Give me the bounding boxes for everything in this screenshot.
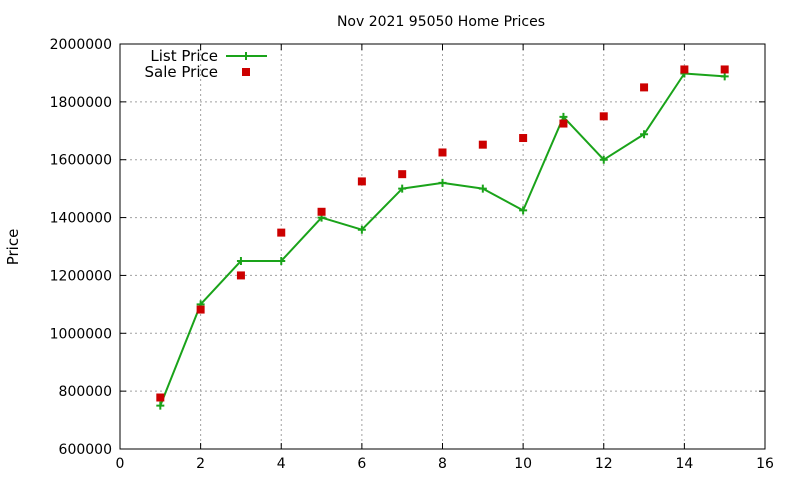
y-tick-label: 1000000	[50, 326, 112, 342]
sale-price-point	[478, 140, 487, 149]
y-axis-label: Price	[4, 229, 22, 266]
y-tick-label: 2000000	[50, 37, 112, 53]
sale-price-point	[720, 65, 729, 74]
list-price-point	[236, 256, 245, 265]
chart-title: Nov 2021 95050 Home Prices	[337, 14, 545, 30]
list-price-point	[156, 401, 165, 410]
ticks: 0 2 4 6 8 10 12 14 16 600000 800000 1000000 1200000 1…	[50, 37, 774, 472]
sale-price-point	[317, 207, 326, 216]
sale-price-point	[156, 393, 165, 402]
sale-price-point	[680, 65, 689, 74]
list-price-point	[357, 225, 366, 234]
list-price-point	[640, 130, 649, 139]
x-tick-label: 12	[595, 456, 613, 472]
series	[156, 65, 729, 410]
list-price-point	[720, 72, 729, 81]
list-price-point	[478, 184, 487, 193]
list-price-point	[519, 206, 528, 215]
x-tick-label: 6	[357, 456, 366, 472]
sale-price-point	[438, 148, 447, 157]
y-tick-label: 1800000	[50, 95, 112, 111]
legend-plus-marker	[242, 52, 250, 60]
x-tick-label: 0	[116, 456, 125, 472]
sale-price-point	[236, 271, 245, 280]
sale-price-point	[357, 177, 366, 186]
x-tick-label: 10	[514, 456, 532, 472]
list-price-point	[398, 184, 407, 193]
sale-price-point	[519, 134, 528, 143]
sale-price-point	[196, 305, 205, 314]
y-tick-label: 1400000	[50, 211, 112, 227]
y-tick-label: 600000	[59, 442, 112, 458]
legend-label: Sale Price	[145, 63, 218, 81]
grid	[120, 44, 765, 449]
y-tick-label: 800000	[59, 384, 112, 400]
x-tick-label: 14	[675, 456, 693, 472]
legend-label: List Price	[150, 47, 218, 65]
list-price-point	[438, 178, 447, 187]
sale-price-point	[640, 83, 649, 92]
y-tick-label: 1600000	[50, 153, 112, 169]
list-price-point	[277, 256, 286, 265]
x-tick-label: 2	[196, 456, 205, 472]
sale-price-point	[277, 228, 286, 237]
x-tick-label: 16	[756, 456, 774, 472]
sale-price-point	[599, 112, 608, 121]
legend-square-marker	[242, 68, 250, 76]
y-tick-label: 1200000	[50, 268, 112, 284]
sale-price-point	[559, 119, 568, 128]
list-price-point	[599, 155, 608, 164]
sale-price-point	[398, 170, 407, 179]
x-tick-label: 8	[438, 456, 447, 472]
x-tick-label: 4	[277, 456, 286, 472]
